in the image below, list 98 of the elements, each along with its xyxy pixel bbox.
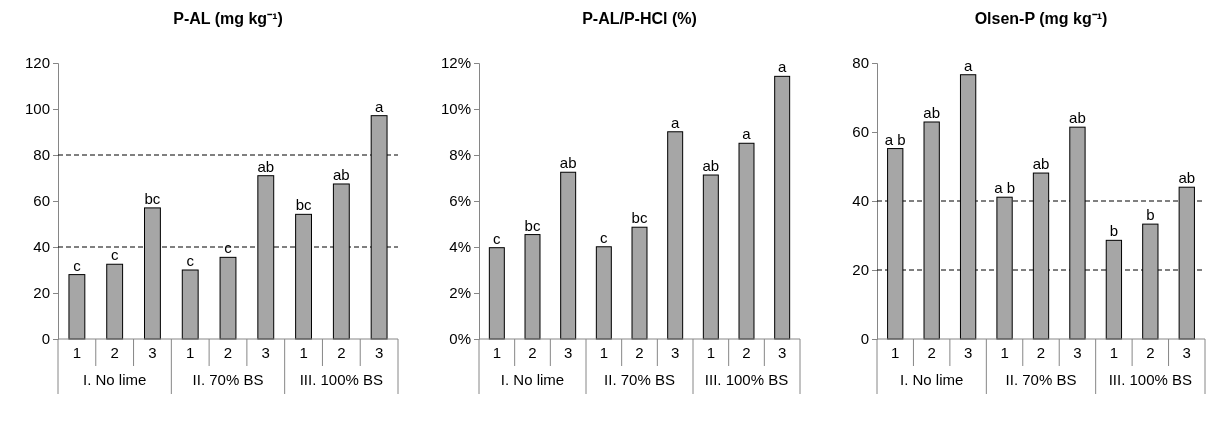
- x-tick-label: 2: [1146, 343, 1155, 361]
- data-label: bc: [631, 209, 648, 227]
- x-tick-label: 2: [927, 343, 936, 361]
- y-tick-label: 80: [33, 146, 50, 164]
- y-tick-label: 80: [852, 54, 869, 72]
- y-tick-label: 8%: [449, 146, 471, 164]
- data-label: ab: [923, 104, 941, 121]
- data-label: c: [600, 228, 609, 246]
- text: II. 70% BS: [192, 371, 264, 388]
- data-label: ab: [559, 154, 577, 172]
- text: III. 100% BS: [299, 371, 384, 388]
- x-tick-label: 1: [72, 343, 82, 361]
- x-tick-label: 1: [1109, 343, 1119, 361]
- text: I. No lime: [500, 371, 565, 388]
- data-label: a: [742, 125, 752, 143]
- data-label: bc: [144, 189, 161, 207]
- chart-title: Olsen-P (mg kg⁻¹): [974, 10, 1108, 27]
- chart-title: P-AL/P-HCl (%): [582, 10, 697, 27]
- bar: [488, 247, 505, 340]
- x-tick-label: 3: [148, 343, 157, 361]
- text: II. 70% BS: [604, 371, 675, 388]
- x-tick-label: 3: [261, 343, 270, 361]
- data-label: c: [73, 256, 82, 274]
- text: III. 100% BS: [704, 371, 789, 388]
- chart-title: P-AL (mg kg⁻¹): [173, 10, 283, 27]
- y-tick-label: 40: [33, 238, 50, 256]
- y-tick-label: 12%: [440, 54, 471, 72]
- x-tick-label: 2: [110, 343, 119, 361]
- x-tick-label: 1: [299, 343, 308, 361]
- x-tick-label: 2: [1036, 343, 1046, 361]
- data-label: ab: [1178, 169, 1196, 187]
- y-tick-label: 6%: [449, 192, 471, 210]
- x-tick-label: 1: [599, 343, 609, 361]
- y-tick-label: 100: [24, 100, 50, 118]
- data-label: a: [963, 56, 973, 74]
- x-tick-label: 1: [186, 343, 195, 361]
- y-tick-label: 0: [860, 330, 869, 348]
- bar: [631, 226, 648, 340]
- data-label: a: [777, 58, 787, 76]
- x-tick-label: 1: [492, 343, 502, 361]
- y-tick-label: 60: [33, 192, 50, 210]
- text: III. 100% BS: [1108, 371, 1193, 388]
- data-label: a: [374, 97, 384, 115]
- y-tick-label: 120: [24, 54, 50, 72]
- bar: [181, 269, 199, 340]
- y-tick-label: 0: [41, 330, 50, 348]
- bar: [702, 174, 719, 340]
- x-tick-label: 2: [223, 343, 233, 361]
- y-tick-label: 2%: [449, 284, 471, 302]
- data-label: bc: [524, 216, 541, 234]
- data-label: ab: [1032, 155, 1050, 173]
- bar: [106, 263, 124, 340]
- x-tick-label: 3: [1073, 343, 1082, 361]
- x-tick-label: 1: [706, 343, 716, 361]
- text: I. No lime: [82, 371, 147, 388]
- data-label: b: [1109, 222, 1119, 240]
- bar: [219, 256, 237, 340]
- data-label: ab: [702, 157, 720, 175]
- x-tick-label: 3: [963, 343, 973, 361]
- x-tick-label: 3: [670, 343, 680, 361]
- bar: [68, 274, 86, 340]
- data-label: a b: [994, 179, 1015, 197]
- x-tick-label: 1: [1000, 343, 1009, 361]
- x-tick-label: 2: [635, 343, 644, 361]
- data-label: a b: [884, 130, 906, 148]
- text: II. 70% BS: [1005, 371, 1077, 388]
- data-label: ab: [257, 157, 275, 175]
- data-label: c: [110, 246, 119, 264]
- data-label: c: [186, 252, 195, 269]
- x-tick-label: 2: [742, 343, 751, 361]
- y-tick-label: 0%: [449, 330, 471, 348]
- x-tick-label: 3: [374, 343, 384, 361]
- bar: [595, 246, 612, 340]
- y-tick-label: 10%: [440, 100, 471, 118]
- text: I. No lime: [899, 371, 964, 388]
- data-label: ab: [1069, 109, 1086, 127]
- x-tick-label: 2: [337, 343, 346, 361]
- x-tick-label: 2: [528, 343, 537, 361]
- bar: [560, 171, 577, 340]
- bar: [774, 75, 791, 340]
- x-tick-label: 3: [777, 343, 787, 361]
- data-label: a: [670, 113, 680, 131]
- bar: [524, 234, 541, 340]
- y-tick-label: 20: [33, 284, 50, 302]
- data-label: c: [224, 239, 233, 257]
- x-tick-label: 1: [891, 343, 900, 361]
- y-tick-label: 20: [852, 261, 869, 279]
- data-label: b: [1146, 206, 1155, 224]
- y-tick-label: 4%: [449, 238, 471, 256]
- x-tick-label: 3: [563, 343, 573, 361]
- y-tick-label: 40: [852, 192, 869, 210]
- data-label: ab: [332, 165, 350, 183]
- data-label: c: [493, 229, 502, 247]
- x-tick-label: 3: [1182, 343, 1191, 361]
- data-label: bc: [295, 196, 312, 214]
- bar: [738, 142, 755, 340]
- y-tick-label: 60: [852, 123, 869, 141]
- bar: [667, 131, 684, 340]
